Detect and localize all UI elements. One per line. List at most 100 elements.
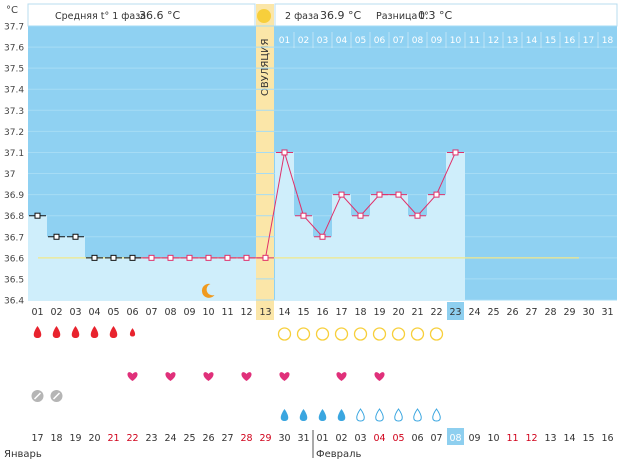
temperature-bar	[161, 257, 180, 300]
water-drop-icon	[280, 409, 289, 421]
x-tick-label: 17	[335, 307, 347, 318]
y-tick-label: 36.7	[4, 233, 24, 243]
temperature-bar	[47, 236, 66, 300]
temperature-bar	[332, 194, 351, 300]
temperature-point	[300, 212, 307, 219]
temperature-bar	[85, 257, 104, 300]
heart-icon	[165, 372, 176, 381]
temperature-bar	[313, 236, 332, 300]
circle-icon	[391, 327, 406, 341]
date-label: 14	[563, 433, 575, 444]
phase2-day-label: 05	[355, 36, 366, 46]
month1-label: Январь	[4, 449, 42, 460]
temperature-point	[357, 212, 364, 219]
y-tick-label: 36.4	[4, 297, 24, 307]
water-drop-icon	[337, 409, 346, 421]
phase2-day-label: 12	[488, 36, 499, 46]
date-label: 08	[449, 433, 461, 444]
x-tick-label: 24	[468, 307, 480, 318]
phase2-day-label: 13	[507, 36, 518, 46]
phase2-value: 36.9 °C	[320, 9, 361, 22]
x-tick-label: 31	[601, 307, 613, 318]
temperature-bar	[446, 152, 465, 300]
temperature-point	[262, 254, 269, 261]
temperature-bar	[389, 194, 408, 300]
date-label: 05	[392, 433, 404, 444]
x-tick-label: 19	[373, 307, 385, 318]
date-label: 11	[506, 433, 518, 444]
date-label: 31	[297, 433, 309, 444]
y-tick-label: 36.5	[4, 275, 24, 285]
temperature-point	[205, 254, 212, 261]
blood-drop-icon	[33, 326, 42, 338]
x-tick-label: 10	[202, 307, 214, 318]
date-label: 27	[221, 433, 233, 444]
x-tick-label: 07	[145, 307, 157, 318]
water-drop-icon	[432, 408, 441, 422]
temperature-bar	[237, 257, 256, 300]
date-label: 09	[468, 433, 480, 444]
x-tick-label: 20	[392, 307, 404, 318]
temperature-point	[319, 233, 326, 240]
date-label: 13	[544, 433, 556, 444]
y-tick-label: 37.4	[4, 86, 24, 96]
temperature-point	[91, 254, 98, 261]
water-drop-icon	[375, 408, 384, 422]
date-label: 02	[335, 433, 347, 444]
temperature-point	[72, 233, 79, 240]
y-tick-label: 37.6	[4, 44, 24, 54]
blood-drop-icon	[129, 328, 136, 337]
x-tick-label: 09	[183, 307, 195, 318]
y-tick-label: 36.9	[4, 191, 24, 201]
phase2-day-label: 14	[526, 36, 538, 46]
phase2-day-label: 02	[298, 36, 309, 46]
pill-mark	[33, 392, 42, 400]
temperature-point	[186, 254, 193, 261]
temperature-point	[243, 254, 250, 261]
date-label: 17	[31, 433, 43, 444]
temperature-bar	[28, 215, 47, 300]
circle-icon	[334, 327, 349, 341]
date-label: 18	[50, 433, 62, 444]
circle-icon	[429, 327, 444, 341]
y-tick-label: 36.6	[4, 254, 24, 264]
water-drop-icon	[413, 408, 422, 422]
temperature-bar	[218, 257, 237, 300]
temperature-point	[452, 149, 459, 156]
x-tick-label: 06	[126, 307, 138, 318]
temperature-point	[395, 191, 402, 198]
date-label: 22	[126, 433, 138, 444]
temperature-point	[129, 254, 136, 261]
month2-label: Февраль	[316, 449, 362, 460]
water-drop-icon	[356, 408, 365, 422]
x-tick-label: 23	[449, 307, 461, 318]
temperature-point	[110, 254, 117, 261]
x-tick-label: 30	[582, 307, 594, 318]
moon-icon	[201, 283, 215, 298]
x-tick-label: 21	[411, 307, 423, 318]
temperature-bar	[180, 257, 199, 300]
temperature-bar	[370, 194, 389, 300]
x-tick-label: 05	[107, 307, 119, 318]
y-tick-label: 37.1	[4, 149, 24, 159]
date-label: 23	[145, 433, 157, 444]
date-label: 28	[240, 433, 252, 444]
x-tick-label: 08	[164, 307, 176, 318]
heart-icon	[203, 372, 214, 381]
date-label: 15	[582, 433, 594, 444]
temperature-point	[338, 191, 345, 198]
circle-icon	[353, 327, 368, 341]
temperature-point	[53, 233, 60, 240]
phase2-day-label: 06	[374, 36, 386, 46]
date-label: 12	[525, 433, 537, 444]
phase2-label: 2 фаза	[285, 11, 319, 22]
date-label: 19	[69, 433, 81, 444]
x-tick-label: 27	[525, 307, 537, 318]
phase2-day-label: 08	[412, 36, 424, 46]
y-tick-label: 37.7	[4, 23, 24, 33]
phase2-day-label: 17	[583, 36, 594, 46]
temperature-bar	[427, 194, 446, 300]
date-label: 30	[278, 433, 290, 444]
date-label: 26	[202, 433, 214, 444]
y-tick-label: 37.2	[4, 128, 24, 138]
